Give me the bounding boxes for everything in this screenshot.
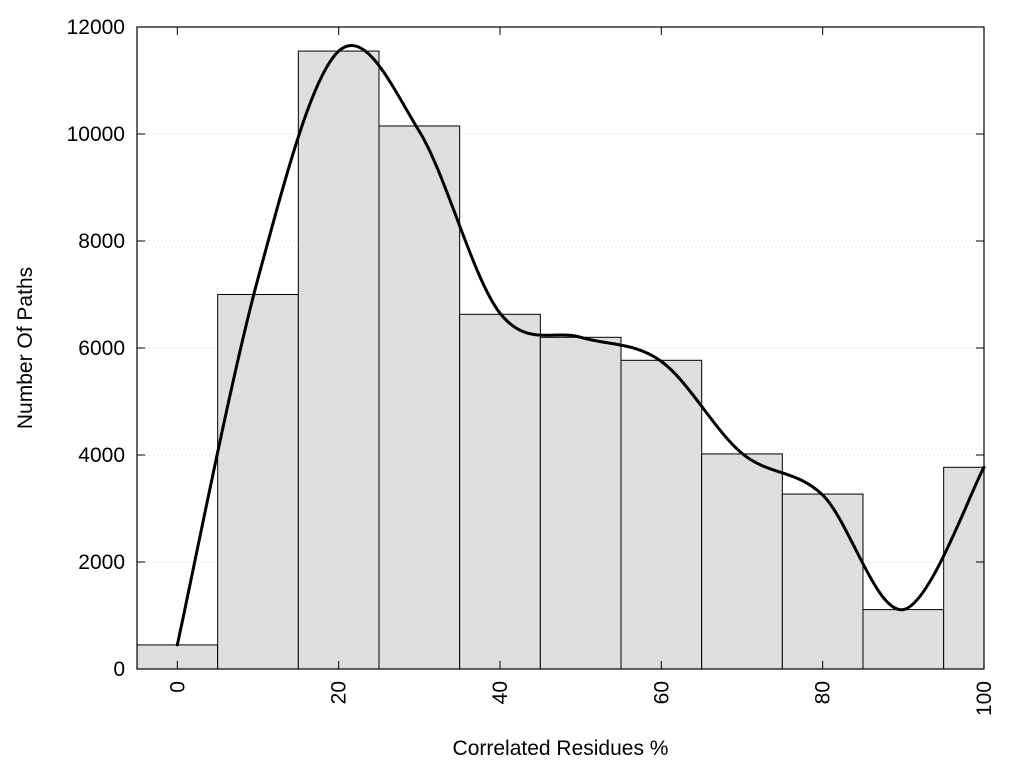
x-tick-label: 100 [973,681,996,716]
x-axis-label: Correlated Residues % [453,737,669,760]
y-tick-label: 4000 [78,444,125,467]
histogram-bar [620,359,703,670]
x-tick-label: 20 [328,681,351,704]
y-tick-label: 12000 [67,16,125,39]
y-tick-label: 6000 [78,337,125,360]
histogram-bar [297,50,380,670]
density-curve [175,44,986,647]
density-curve-layer [175,44,986,647]
y-axis-label: Number Of Paths [14,267,37,429]
x-tick-label: 0 [166,681,189,693]
histogram-bar [217,294,299,670]
y-tick-label: 10000 [67,123,125,146]
histogram-bar [539,336,622,670]
histogram-bar [459,313,541,670]
tick-labels: 0 2000 4000 6000 8000 10000 12000 0 20 40 60 80 100 [67,16,996,716]
y-tick-label: 2000 [78,551,125,574]
histogram-bar [943,466,985,670]
y-tick-label: 8000 [78,230,125,253]
axis-ticks [137,26,985,670]
x-tick-label: 80 [812,681,835,704]
y-tick-label: 0 [113,658,125,681]
x-tick-label: 60 [650,681,673,704]
histogram-bars [136,50,985,670]
histogram-bar [781,493,864,670]
histogram-bar [862,609,945,670]
x-tick-label: 40 [489,681,512,704]
histogram-bar [378,125,461,670]
histogram-bar [701,453,783,670]
